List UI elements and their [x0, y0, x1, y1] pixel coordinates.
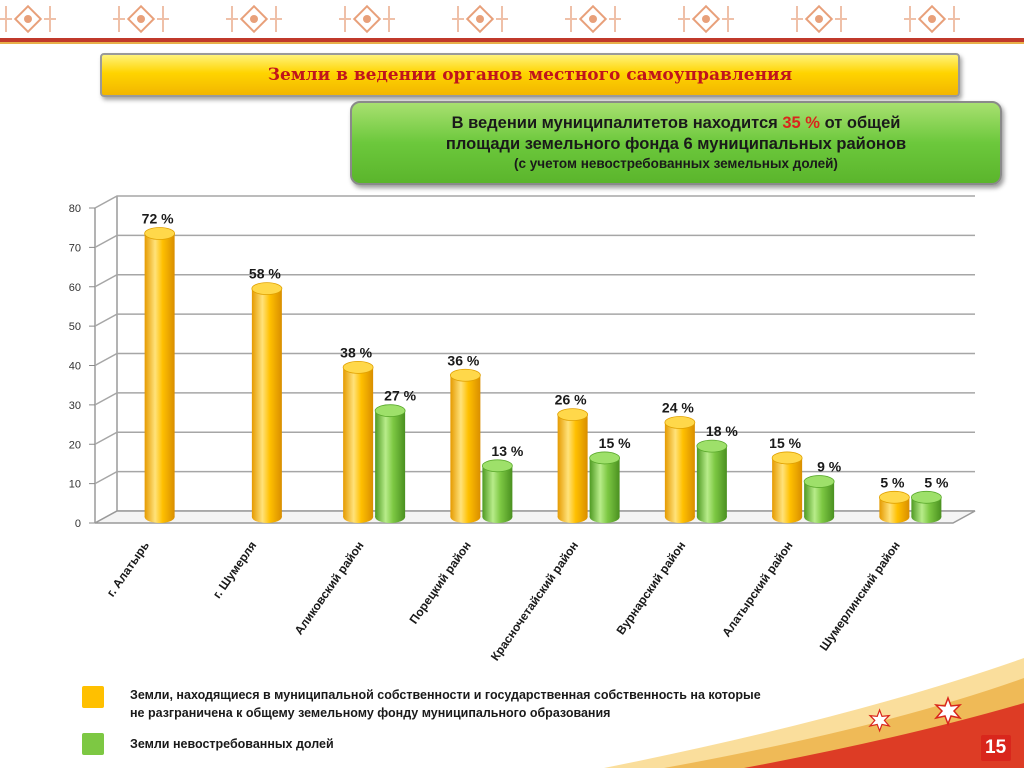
y-tick-label: 80	[69, 203, 81, 215]
legend-label-series-1-line-2: не разграничена к общему земельному фонд…	[130, 706, 611, 720]
x-category-label: г. Алатырь	[104, 539, 152, 600]
data-label-series-1: 26 %	[555, 392, 587, 408]
x-category-label: г. Шумерля	[210, 539, 259, 601]
ornament-motif-icon	[452, 4, 508, 34]
x-category-label: Вурнарский район	[613, 539, 688, 638]
bar-series-1	[771, 451, 803, 523]
bar-series-2	[803, 475, 835, 523]
data-label-series-1: 24 %	[662, 400, 694, 416]
data-label-series-2: 9 %	[817, 459, 842, 475]
data-label-series-1: 36 %	[447, 352, 479, 368]
bar-series-2	[910, 490, 942, 523]
y-tick-label: 70	[69, 242, 81, 254]
y-tick-label: 30	[69, 400, 81, 412]
legend-label-series-1-line-1: Земли, находящиеся в муниципальной собст…	[130, 688, 761, 702]
bar-series-1	[557, 408, 589, 523]
bar-series-2	[589, 451, 621, 523]
gridline	[94, 470, 975, 485]
data-label-series-2: 27 %	[384, 388, 416, 404]
data-label-series-1: 38 %	[340, 344, 372, 360]
info-line-1-start: В ведении муниципалитетов находится	[451, 114, 778, 132]
data-label-series-2: 5 %	[924, 474, 949, 490]
gridline	[94, 195, 975, 209]
header-divider	[0, 38, 1024, 42]
x-category-label: Красночетайский район	[488, 539, 581, 664]
ornament-motif-icon	[0, 4, 56, 34]
x-category-label: Аликовский район	[292, 539, 367, 638]
legend-label-series-2: Земли невостребованных долей	[130, 737, 334, 751]
ornament-motif-icon	[113, 4, 169, 34]
bar-series-1	[251, 282, 283, 523]
ornament-motif-icon	[791, 4, 847, 34]
y-tick-label: 10	[69, 479, 81, 491]
gridline	[94, 234, 975, 249]
star-ornament-icon	[868, 708, 891, 733]
star-ornament-icon	[933, 695, 963, 727]
data-label-series-2: 13 %	[491, 443, 523, 459]
legend-swatch-green	[82, 733, 104, 755]
data-label-series-1: 15 %	[769, 435, 801, 451]
chart-floor	[94, 510, 976, 524]
data-label-series-2: 18 %	[706, 423, 738, 439]
slide-title-bar: Земли в ведении органов местного самоупр…	[100, 53, 960, 97]
plot-area: 0 10 20 30 40 50 60 70 80 72 % г. Алатырь 58 % г. Шу…	[69, 195, 976, 664]
ornament-pattern-icon	[0, 4, 960, 34]
ornament-motif-icon	[339, 4, 395, 34]
y-tick-label: 0	[75, 518, 81, 530]
header-divider-accent	[0, 42, 1024, 44]
x-category-label: Алатырский район	[719, 539, 795, 640]
x-category-label: Шумерлинский район	[817, 539, 903, 654]
y-tick-label: 20	[69, 439, 81, 451]
bar-series-1	[342, 360, 374, 523]
page-number-badge	[981, 735, 1011, 761]
bar-series-2	[374, 404, 406, 523]
info-callout: В ведении муниципалитетов находится 35 %…	[350, 101, 1002, 185]
legend-label-series-1: Земли, находящиеся в муниципальной собст…	[130, 686, 761, 722]
data-label-series-1: 58 %	[249, 266, 281, 282]
ornament-motif-icon	[678, 4, 734, 34]
ornament-motif-icon	[226, 4, 282, 34]
gridline	[94, 352, 975, 367]
bar-series-1	[449, 368, 481, 523]
y-tick-label: 60	[69, 282, 81, 294]
bar-series-1	[144, 227, 176, 523]
bar-series-2	[481, 459, 513, 523]
data-label-series-2: 15 %	[599, 435, 631, 451]
bar-chart: 0 10 20 30 40 50 60 70 80 72 % г. Алатырь 58 % г. Шу…	[69, 195, 976, 664]
data-label-series-1: 5 %	[880, 474, 905, 490]
gridline	[94, 274, 975, 288]
y-tick-label: 50	[69, 321, 81, 333]
data-label-series-1: 72 %	[142, 211, 174, 227]
info-line-1-end: от общей	[824, 114, 901, 132]
ornament-strip	[0, 0, 1024, 38]
x-category-label: Порецкий район	[407, 539, 474, 627]
gridline	[94, 392, 975, 406]
gridline	[94, 313, 975, 327]
bar-series-1	[664, 416, 696, 523]
ornament-motif-icon	[565, 4, 621, 34]
decorative-corner	[604, 658, 1024, 768]
slide-title: Земли в ведении органов местного самоупр…	[267, 65, 793, 85]
ornament-motif-icon	[904, 4, 960, 34]
page-number: 15	[985, 737, 1007, 758]
legend-swatch-orange	[82, 686, 104, 708]
y-tick-label: 40	[69, 361, 81, 373]
info-line-1: В ведении муниципалитетов находится 35 %…	[352, 112, 1000, 134]
info-line-2: площади земельного фонда 6 муниципальных…	[445, 135, 907, 153]
info-line-3: (с учетом невостребованных земельных дол…	[514, 156, 838, 171]
gridline	[94, 431, 975, 445]
legend-item-series-2: Земли невостребованных долей	[82, 733, 334, 755]
bar-series-1	[878, 490, 910, 523]
info-highlight-value: 35 %	[782, 114, 820, 132]
legend-item-series-1: Земли, находящиеся в муниципальной собст…	[82, 686, 761, 722]
bar-series-2	[696, 439, 728, 523]
